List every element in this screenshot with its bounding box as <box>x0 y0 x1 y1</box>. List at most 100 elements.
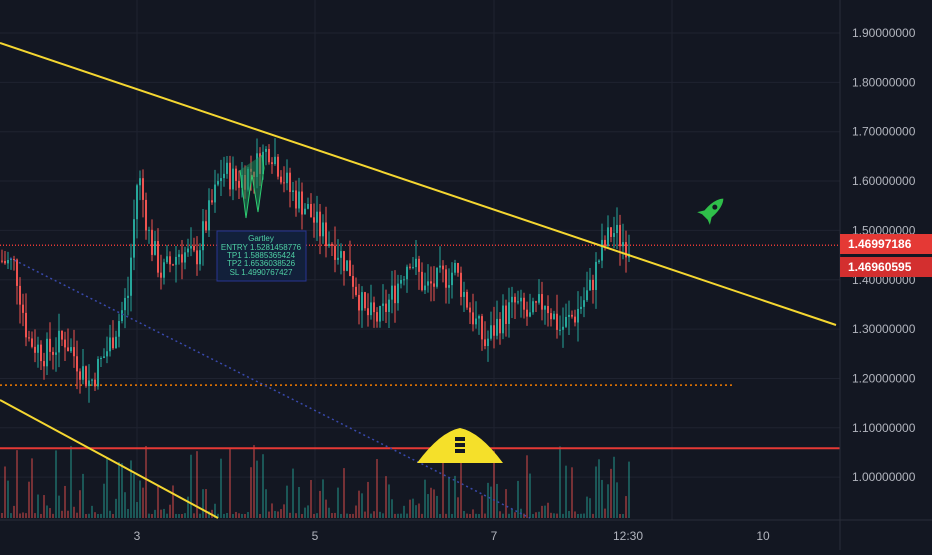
candle-body <box>529 312 531 317</box>
volume-bar <box>124 492 126 518</box>
volume-bar <box>232 513 234 518</box>
volume-bar <box>511 508 513 518</box>
candle-body <box>586 290 588 301</box>
candle-body <box>148 229 150 231</box>
candle-body <box>430 281 432 284</box>
time-axis[interactable]: 3 5 7 12:30 10 <box>134 529 770 543</box>
candle-body <box>298 191 300 209</box>
volume-bar <box>25 513 27 518</box>
candle-body <box>322 222 324 237</box>
volume-bar <box>121 463 123 518</box>
volume-bar <box>247 512 249 518</box>
grid <box>0 0 840 520</box>
y-tick-label: 1.90000000 <box>852 26 916 40</box>
volume-bar <box>127 508 129 518</box>
volume-bar <box>160 509 162 518</box>
candle-body <box>370 302 372 316</box>
volume-bar <box>418 503 420 518</box>
candle-body <box>163 262 165 278</box>
upper-trendline[interactable] <box>0 42 837 326</box>
candles[interactable] <box>1 138 630 403</box>
candle-body <box>367 308 369 316</box>
volume-bar <box>325 499 327 518</box>
volume-bar <box>439 513 441 518</box>
candle-body <box>130 257 132 296</box>
price-axis[interactable]: 1.90000000 1.80000000 1.70000000 1.60000000… <box>852 26 916 484</box>
candle-body <box>289 172 291 192</box>
candle-body <box>379 305 381 322</box>
candle-body <box>541 294 543 310</box>
candle-body <box>454 262 456 273</box>
volume-bar <box>451 513 453 518</box>
volume-bar <box>502 513 504 518</box>
gartley-sl: SL 1.4990767427 <box>230 268 293 277</box>
volume-bar <box>214 503 216 518</box>
candle-body <box>409 266 411 268</box>
volume-bar <box>595 466 597 518</box>
candle-body <box>397 283 399 304</box>
volume-bar <box>109 510 111 518</box>
candle-body <box>568 314 570 317</box>
volume-bar <box>322 479 324 518</box>
volume-bar <box>67 510 69 518</box>
candle-body <box>166 256 168 263</box>
candle-body <box>424 285 426 291</box>
volume-bar <box>622 513 624 518</box>
candle-body <box>616 224 618 234</box>
candle-body <box>331 243 333 246</box>
volume-bar <box>175 513 177 518</box>
volume-bar <box>421 513 423 518</box>
volume-bar <box>529 473 531 518</box>
candle-body <box>199 250 201 265</box>
candle-body <box>142 178 144 200</box>
volume-bar <box>517 480 519 518</box>
x-tick-label: 12:30 <box>613 529 643 543</box>
gartley-pattern[interactable]: Gartley ENTRY 1.5281458776 TP1 1.5885365… <box>216 154 307 282</box>
candle-body <box>562 326 564 330</box>
volume-bar <box>256 460 258 518</box>
candle-body <box>373 302 375 313</box>
lower-trendline[interactable] <box>0 399 219 519</box>
gartley-entry: ENTRY 1.5281458776 <box>221 243 302 252</box>
candle-body <box>295 190 297 209</box>
volume-bar <box>337 487 339 518</box>
volume-bar <box>484 513 486 518</box>
candle-body <box>619 224 621 247</box>
volume-bar <box>535 512 537 518</box>
candle-body <box>601 239 603 261</box>
candle-body <box>448 285 450 288</box>
volume-bar <box>52 513 54 518</box>
gartley-tp2: TP2 1.6536038526 <box>227 259 296 268</box>
candle-body <box>484 339 486 346</box>
candle-body <box>205 221 207 231</box>
candle-body <box>550 313 552 320</box>
candle-body <box>475 318 477 325</box>
volume-bar <box>436 495 438 518</box>
candle-body <box>535 301 537 303</box>
candle-body <box>493 325 495 336</box>
volume-bar <box>460 462 462 518</box>
price-badge <box>840 257 932 277</box>
volume-bar <box>205 489 207 518</box>
candle-body <box>406 266 408 280</box>
candle-body <box>238 180 240 188</box>
candle-body <box>580 306 582 309</box>
candle-body <box>328 243 330 247</box>
volume-bar <box>445 513 447 518</box>
volume-bar <box>133 474 135 518</box>
y-tick-label: 1.80000000 <box>852 75 916 89</box>
candle-body <box>571 314 573 317</box>
trendlines[interactable] <box>0 42 837 519</box>
volume-bar <box>385 476 387 518</box>
volume-bar <box>304 507 306 518</box>
x-tick-label: 3 <box>134 529 141 543</box>
volume-bar <box>10 513 12 518</box>
candle-body <box>400 279 402 284</box>
candle-body <box>280 176 282 183</box>
volume-bar <box>61 510 63 518</box>
volume-bar <box>55 450 57 518</box>
volume-bar <box>181 513 183 518</box>
volume-bar <box>553 513 555 518</box>
